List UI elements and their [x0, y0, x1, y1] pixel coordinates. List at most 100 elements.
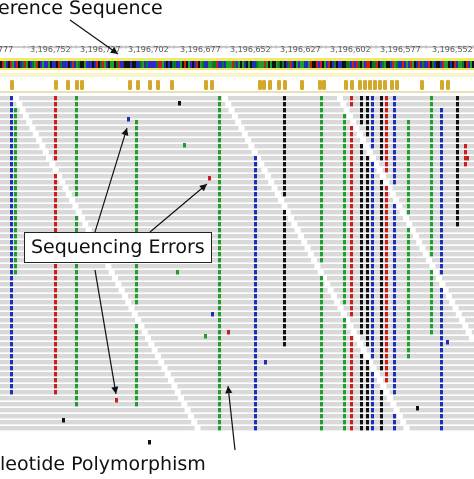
ruler-tick-label: 3,196,702: [128, 45, 169, 54]
snp-base: [343, 162, 346, 166]
snp-base: [350, 96, 353, 100]
snp-base: [135, 126, 138, 130]
snp-base: [440, 144, 443, 148]
snp-base: [385, 114, 388, 118]
snp-base: [135, 348, 138, 352]
snp-base: [366, 372, 369, 376]
snp-base: [366, 312, 369, 316]
snp-base: [380, 258, 383, 262]
read: [235, 108, 344, 112]
snp-base: [371, 252, 374, 256]
reference-base: [20, 61, 22, 68]
reference-base: [76, 61, 78, 68]
consensus-marker: [446, 80, 450, 90]
snp-base: [371, 216, 374, 220]
reference-base: [0, 61, 2, 68]
read: [0, 120, 26, 124]
reference-base: [430, 61, 432, 68]
snp-base: [343, 300, 346, 304]
snp-base: [54, 198, 57, 202]
read: [396, 402, 474, 406]
snp-base: [393, 414, 396, 418]
snp-base: [218, 216, 221, 220]
reference-base: [218, 61, 220, 68]
snp-base: [366, 390, 369, 394]
read: [452, 294, 474, 298]
snp-base: [407, 210, 410, 214]
snp-base: [393, 216, 396, 220]
read: [121, 282, 324, 286]
reference-base: [154, 61, 156, 68]
reference-base: [346, 61, 348, 68]
snp-base: [218, 204, 221, 208]
snp-base: [218, 426, 221, 430]
reference-base: [56, 61, 58, 68]
snp-base: [360, 180, 363, 184]
snp-base: [254, 414, 257, 418]
snp-base: [371, 336, 374, 340]
snp-base: [393, 276, 396, 280]
snp-base: [393, 144, 396, 148]
snp-base: [360, 216, 363, 220]
snp-base: [218, 276, 221, 280]
sequencing-error-base: [176, 270, 179, 275]
snp-base: [218, 234, 221, 238]
snp-base: [283, 234, 286, 238]
snp-base: [350, 390, 353, 394]
snp-base: [254, 216, 257, 220]
reference-base: [92, 61, 94, 68]
snp-base: [343, 384, 346, 388]
snp-base: [385, 144, 388, 148]
reference-base: [224, 61, 226, 68]
consensus-marker: [368, 80, 372, 90]
snp-base: [14, 270, 17, 274]
snp-base: [440, 360, 443, 364]
snp-base: [283, 270, 286, 274]
snp-base: [440, 408, 443, 412]
snp-base: [366, 168, 369, 172]
snp-base: [320, 102, 323, 106]
snp-base: [75, 348, 78, 352]
reference-base: [238, 61, 240, 68]
snp-base: [371, 114, 374, 118]
snp-base: [393, 168, 396, 172]
snp-base: [430, 174, 433, 178]
reference-base: [148, 61, 150, 68]
snp-base: [254, 318, 257, 322]
snp-base: [10, 126, 13, 130]
snp-base: [360, 288, 363, 292]
snp-base: [75, 324, 78, 328]
snp-base: [385, 186, 388, 190]
snp-base: [75, 366, 78, 370]
read: [168, 366, 371, 370]
snp-base: [75, 168, 78, 172]
snp-base: [343, 222, 346, 226]
snp-base: [380, 228, 383, 232]
snp-base: [320, 216, 323, 220]
snp-base: [54, 282, 57, 286]
snp-base: [407, 330, 410, 334]
read: [177, 384, 380, 388]
snp-base: [320, 96, 323, 100]
read: [261, 156, 370, 160]
read: [0, 414, 188, 418]
reference-base: [78, 61, 80, 68]
snp-base: [407, 204, 410, 208]
snp-base: [440, 210, 443, 214]
snp-base: [343, 138, 346, 142]
snp-base: [393, 120, 396, 124]
snp-base: [385, 108, 388, 112]
snp-base: [380, 270, 383, 274]
reference-base: [318, 61, 320, 68]
snp-base: [320, 402, 323, 406]
snp-base: [366, 216, 369, 220]
snp-base: [393, 348, 396, 352]
read: [442, 276, 474, 280]
snp-base: [371, 306, 374, 310]
snp-base: [343, 252, 346, 256]
snp-base: [371, 132, 374, 136]
read: [19, 96, 222, 100]
reference-base: [84, 61, 86, 68]
reference-base: [298, 61, 300, 68]
